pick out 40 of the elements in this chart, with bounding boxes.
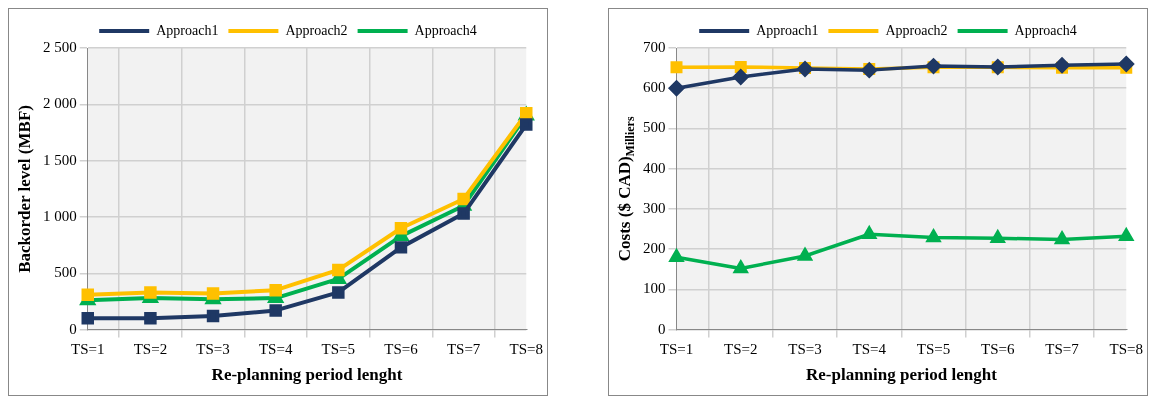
x-tick-label: TS=5 [321, 340, 356, 357]
y-tick-label: 1 500 [43, 151, 77, 168]
y-tick-label: 500 [54, 264, 77, 281]
y-tick-label: 0 [658, 320, 666, 337]
legend-label: Approach4 [414, 22, 477, 38]
x-tick-label: TS=7 [1045, 340, 1080, 357]
y-tick-label: 2 500 [43, 38, 77, 55]
legend-label: Approach1 [156, 22, 219, 38]
x-tick-label: TS=1 [71, 340, 105, 357]
y-tick-label: 0 [69, 320, 77, 337]
legend-label: Approach4 [1014, 22, 1077, 38]
x-axis-title: Re-planning period lenght [805, 365, 998, 385]
x-axis-title: Re-planning period lenght [211, 365, 403, 385]
y-tick-label: 1 000 [43, 207, 77, 224]
y-tick-label: 700 [643, 38, 666, 55]
y-tick-label: 400 [643, 159, 666, 176]
x-tick-label: TS=6 [981, 340, 1015, 357]
x-tick-label: TS=8 [509, 340, 543, 357]
y-tick-label: 200 [643, 240, 666, 257]
x-tick-label: TS=2 [133, 340, 168, 357]
legend-label: Approach1 [756, 22, 819, 38]
y-tick-label: 600 [643, 79, 666, 96]
x-tick-label: TS=5 [916, 340, 951, 357]
y-tick-label: 2 000 [43, 95, 77, 112]
x-tick-label: TS=3 [788, 340, 822, 357]
x-tick-label: TS=6 [384, 340, 419, 357]
x-tick-label: TS=4 [258, 340, 293, 357]
x-tick-label: TS=8 [1109, 340, 1143, 357]
legend-label: Approach2 [885, 22, 948, 38]
x-tick-label: TS=7 [446, 340, 481, 357]
y-axis-title: Costs ($ CAD)Milliers [615, 116, 638, 262]
y-axis-title: Backorder level (MBF) [15, 105, 35, 273]
x-tick-label: TS=2 [724, 340, 758, 357]
y-tick-label: 300 [643, 199, 666, 216]
legend-label: Approach2 [285, 22, 348, 38]
y-tick-label: 100 [643, 280, 666, 297]
x-tick-label: TS=3 [196, 340, 230, 357]
y-tick-label: 500 [643, 119, 666, 136]
x-tick-label: TS=1 [659, 340, 694, 357]
x-tick-label: TS=4 [852, 340, 887, 357]
